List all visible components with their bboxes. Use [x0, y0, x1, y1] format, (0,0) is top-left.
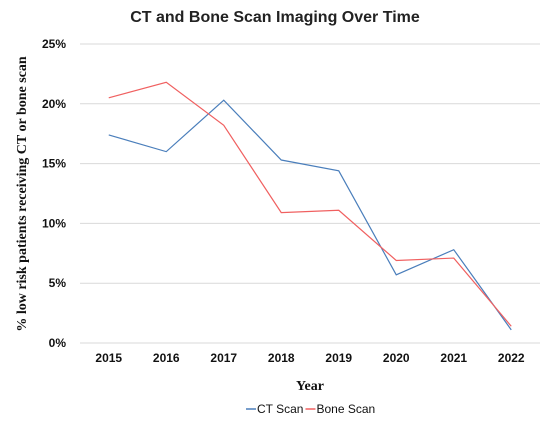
x-tick-label: 2015: [95, 351, 122, 365]
legend: CT Scan Bone Scan: [246, 402, 375, 416]
x-tick-label: 2016: [153, 351, 180, 365]
x-axis-label: Year: [296, 379, 324, 394]
x-tick-label: 2021: [440, 351, 467, 365]
y-tick-label: 5%: [49, 276, 67, 290]
y-tick-label: 10%: [42, 216, 66, 230]
legend-label-bone-scan: Bone Scan: [316, 402, 375, 416]
chart-title: CT and Bone Scan Imaging Over Time: [130, 9, 420, 26]
series-lines: [108, 81, 512, 331]
legend-label-ct-scan: CT Scan: [257, 402, 303, 416]
series-line-bone-scan: [108, 81, 512, 327]
gridlines: [80, 43, 540, 344]
y-tick-label: 25%: [42, 37, 66, 51]
x-tick-label: 2017: [210, 351, 237, 365]
x-tick-label: 2019: [325, 351, 352, 365]
y-axis-ticks: 0% 5% 10% 15% 20% 25%: [42, 37, 66, 350]
y-tick-label: 15%: [42, 157, 66, 171]
x-tick-label: 2018: [268, 351, 295, 365]
y-axis-label: % low risk patients receiving CT or bone…: [15, 56, 30, 332]
y-tick-label: 20%: [42, 97, 66, 111]
x-axis-ticks: 2015 2016 2017 2018 2019 2020 2021 2022: [95, 351, 525, 365]
x-tick-label: 2020: [383, 351, 410, 365]
series-line-ct-scan: [108, 99, 512, 331]
x-tick-label: 2022: [498, 351, 525, 365]
y-tick-label: 0%: [49, 336, 67, 350]
